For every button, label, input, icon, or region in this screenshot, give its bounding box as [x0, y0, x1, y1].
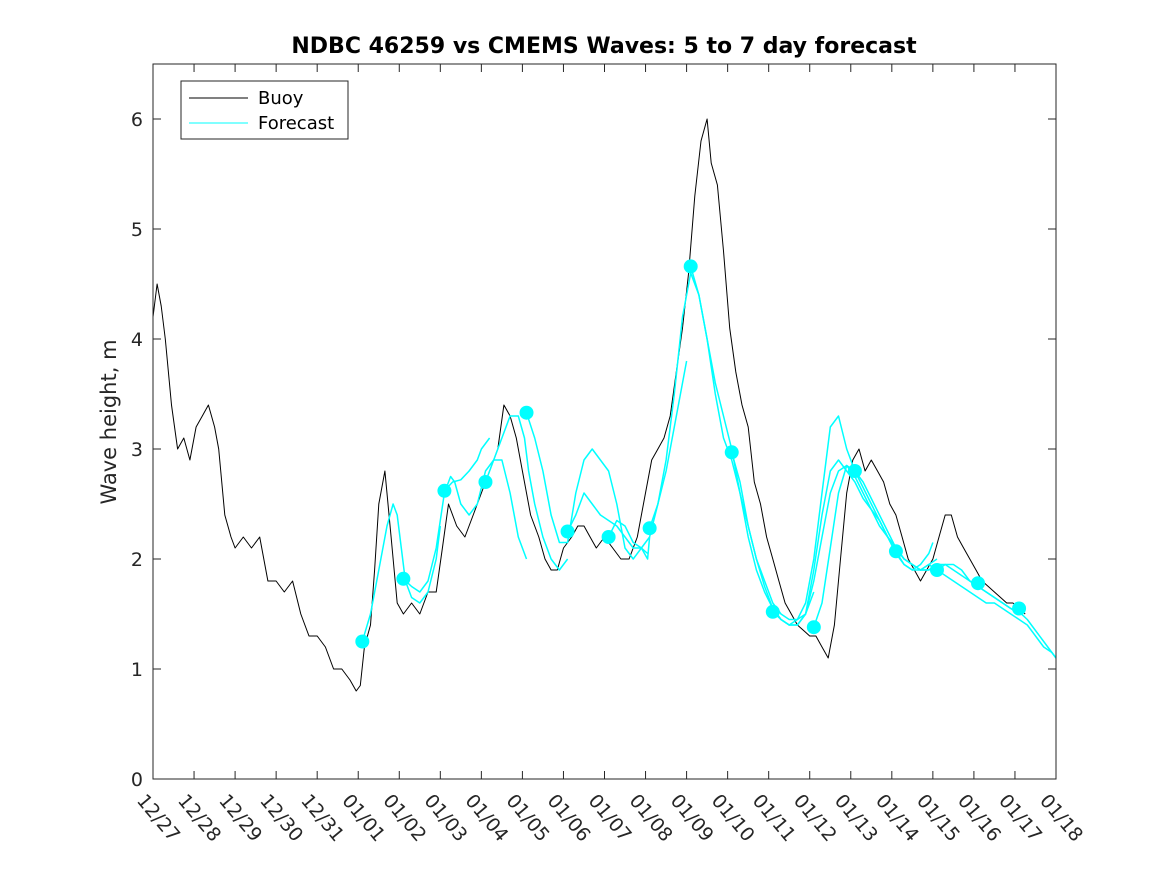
- forecast-marker: [683, 259, 698, 274]
- forecast-marker: [1012, 601, 1027, 616]
- forecast-marker: [478, 475, 493, 489]
- forecast-marker: [396, 571, 411, 586]
- chart-title: NDBC 46259 vs CMEMS Waves: 5 to 7 day fo…: [291, 34, 917, 59]
- y-tick-label: 4: [131, 329, 143, 351]
- y-tick-label: 2: [131, 549, 143, 571]
- forecast-marker: [437, 483, 452, 498]
- forecast-line: [936, 563, 1056, 659]
- y-tick-label: 1: [131, 659, 143, 681]
- forecast-marker: [355, 634, 370, 649]
- y-tick-label: 3: [131, 439, 143, 461]
- forecast-line: [895, 550, 1056, 659]
- forecast-line: [361, 503, 442, 642]
- forecast-series: [355, 259, 1056, 659]
- forecast-marker: [519, 405, 534, 420]
- forecast-line: [402, 459, 528, 593]
- forecast-line: [443, 437, 491, 492]
- forecast-line: [484, 415, 569, 571]
- forecast-marker: [642, 521, 657, 536]
- legend-forecast-label: Forecast: [258, 113, 334, 134]
- forecast-marker: [847, 464, 862, 478]
- forecast-line: [525, 412, 651, 560]
- forecast-marker: [560, 524, 575, 539]
- y-tick-label: 6: [131, 109, 143, 131]
- legend: Buoy Forecast: [180, 80, 349, 140]
- forecast-marker: [806, 620, 821, 635]
- y-axis: 0 1 2 3 4 5 6: [131, 109, 1056, 791]
- forecast-line: [648, 360, 688, 529]
- forecast-marker: [971, 576, 986, 591]
- y-axis-label: Wave height, m: [97, 339, 121, 504]
- legend-box: [180, 80, 349, 140]
- forecast-marker: [929, 563, 944, 577]
- y-tick-label: 0: [131, 769, 143, 791]
- forecast-marker: [601, 530, 616, 544]
- forecast-line: [607, 519, 649, 555]
- forecast-marker: [765, 604, 780, 619]
- legend-buoy-label: Buoy: [258, 88, 304, 109]
- forecast-marker: [888, 544, 903, 559]
- y-tick-label: 5: [131, 219, 143, 241]
- forecast-marker: [724, 445, 739, 460]
